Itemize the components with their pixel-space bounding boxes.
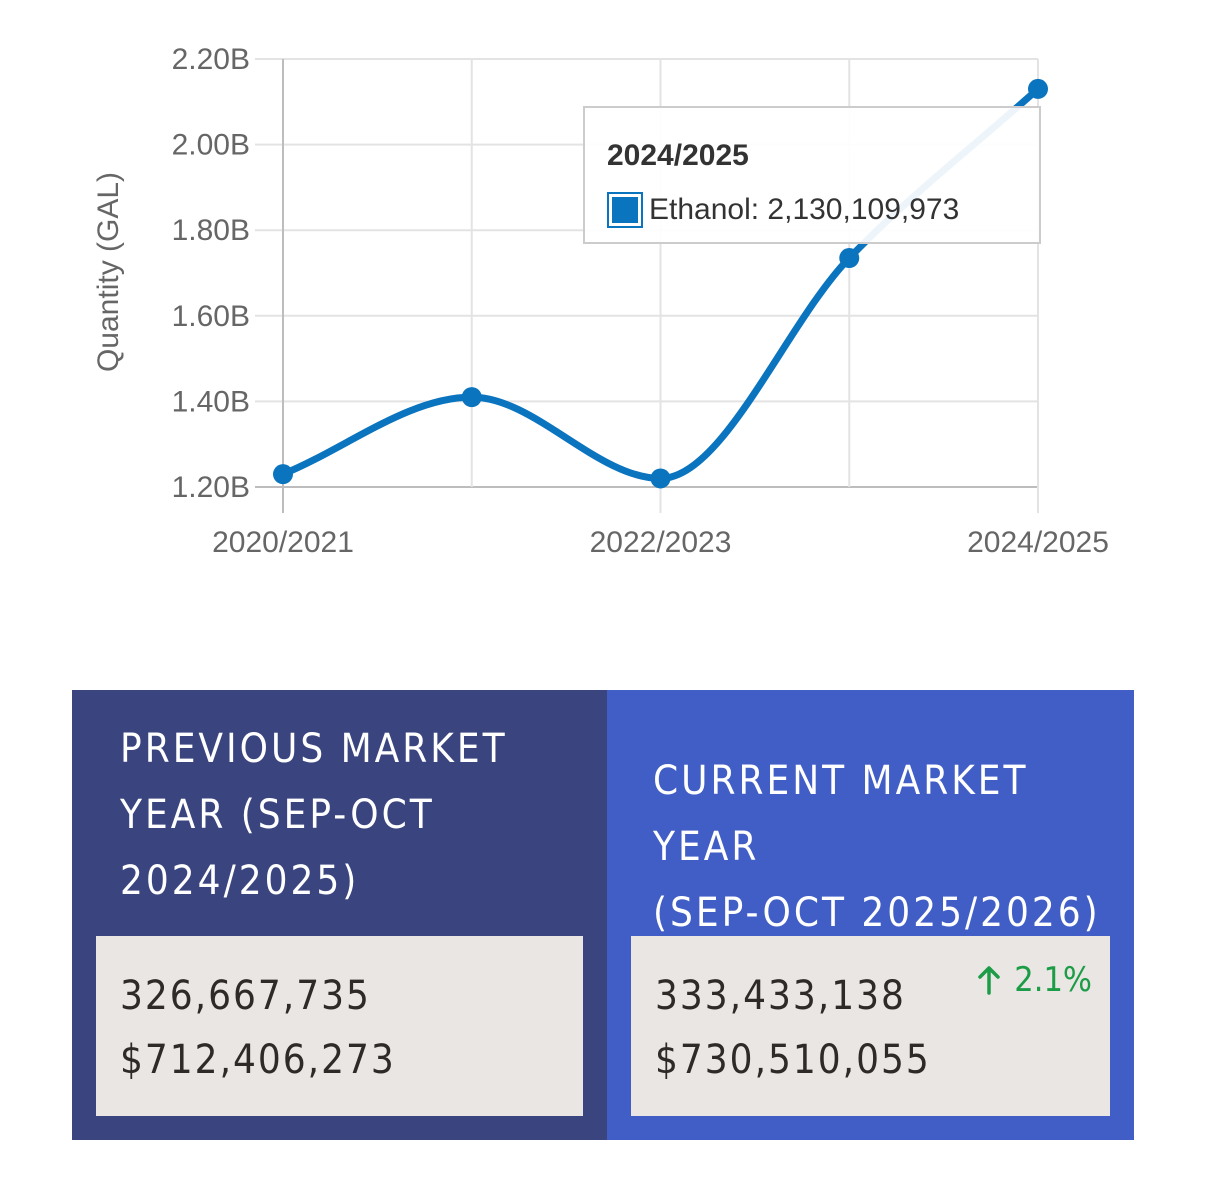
title-line: (SEP-OCT 2025/2026) xyxy=(653,890,1101,936)
tooltip-value: Ethanol: 2,130,109,973 xyxy=(649,193,960,226)
previous-market-year-panel: PREVIOUS MARKET YEAR (SEP-OCT 2024/2025)… xyxy=(72,690,607,1140)
y-axis-ticks: 1.20B 1.40B 1.60B 1.80B 2.00B 2.20B xyxy=(172,43,250,504)
title-line: YEAR (SEP-OCT xyxy=(120,792,435,838)
current-value: $730,510,055 xyxy=(655,1037,931,1083)
previous-values-box: 326,667,735 $712,406,273 xyxy=(96,936,583,1116)
data-point[interactable] xyxy=(839,248,860,269)
data-point[interactable] xyxy=(1028,78,1048,99)
y-tick-label: 1.80B xyxy=(172,214,250,247)
change-percent: 2.1% xyxy=(1014,960,1092,1000)
y-tick-label: 1.60B xyxy=(172,300,250,333)
y-axis-title: Quantity (GAL) xyxy=(92,172,125,372)
tooltip-row: Ethanol: 2,130,109,973 xyxy=(607,190,1039,230)
x-tick-label: 2024/2025 xyxy=(967,526,1109,559)
ethanol-line-chart: 1.20B 1.40B 1.60B 1.80B 2.00B 2.20B 2020/2021… xyxy=(92,43,1109,559)
title-line: PREVIOUS MARKET xyxy=(120,726,508,772)
y-tick-label: 2.20B xyxy=(172,43,250,76)
current-market-year-title: CURRENT MARKET YEAR (SEP-OCT 2025/2026) xyxy=(653,748,1123,946)
previous-quantity: 326,667,735 xyxy=(120,973,371,1019)
current-quantity: 333,433,138 xyxy=(655,973,906,1019)
y-tick-label: 2.00B xyxy=(172,129,250,162)
x-axis-ticks: 2020/2021 2022/2023 2024/2025 xyxy=(212,526,1109,559)
title-line: 2024/2025) xyxy=(120,858,360,904)
x-tick-label: 2020/2021 xyxy=(212,526,354,559)
data-point[interactable] xyxy=(461,387,482,408)
current-market-year-panel: CURRENT MARKET YEAR (SEP-OCT 2025/2026) … xyxy=(607,690,1134,1140)
y-tick-label: 1.40B xyxy=(172,385,250,418)
current-values-box: 333,433,138 $730,510,055 2.1% xyxy=(631,936,1110,1116)
data-point[interactable] xyxy=(650,468,671,489)
title-line: CURRENT MARKET YEAR xyxy=(653,758,1029,870)
arrow-up-icon xyxy=(978,966,1001,995)
market-year-stats: PREVIOUS MARKET YEAR (SEP-OCT 2024/2025)… xyxy=(72,690,1134,1140)
data-points xyxy=(273,78,1048,489)
previous-value: $712,406,273 xyxy=(120,1037,396,1083)
legend-swatch xyxy=(609,194,641,226)
x-tick-label: 2022/2023 xyxy=(590,526,732,559)
previous-market-year-title: PREVIOUS MARKET YEAR (SEP-OCT 2024/2025) xyxy=(120,716,580,914)
y-tick-label: 1.20B xyxy=(172,471,250,504)
data-point[interactable] xyxy=(273,464,293,485)
change-indicator: 2.1% xyxy=(978,958,1092,1002)
chart-tooltip: 2024/2025 Ethanol: 2,130,109,973 xyxy=(583,106,1041,244)
tooltip-title: 2024/2025 xyxy=(607,139,749,172)
